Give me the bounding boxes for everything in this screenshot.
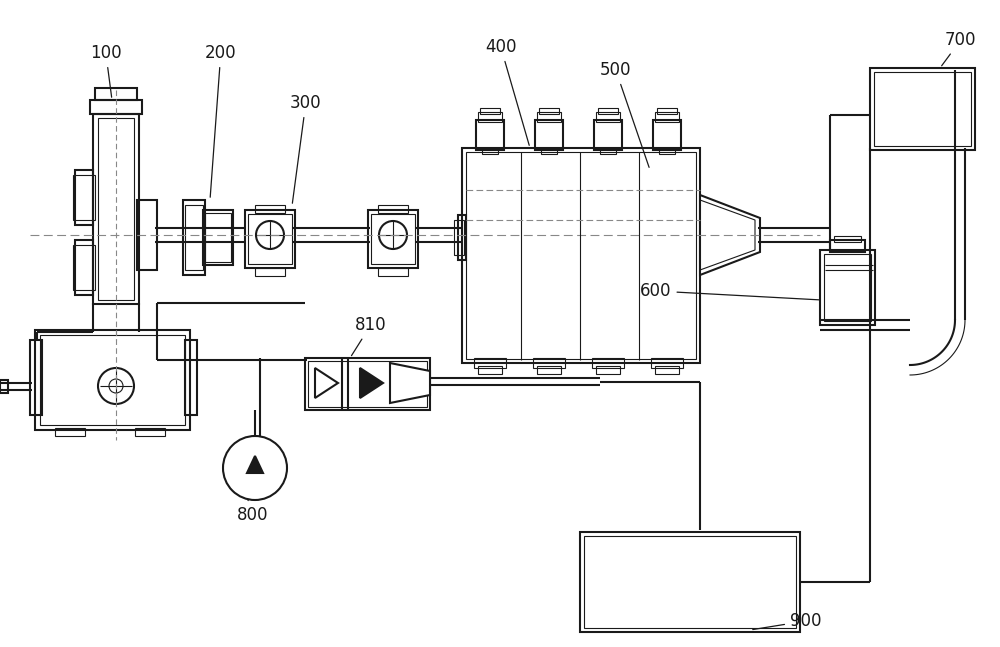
Bar xyxy=(308,361,427,407)
Bar xyxy=(454,220,464,255)
Bar xyxy=(651,358,683,368)
Bar xyxy=(535,120,563,150)
Bar xyxy=(596,366,620,374)
Text: 600: 600 xyxy=(640,282,819,300)
Bar xyxy=(93,114,139,304)
Bar xyxy=(655,112,679,122)
Circle shape xyxy=(256,221,284,249)
Bar xyxy=(185,340,197,415)
Text: 200: 200 xyxy=(205,44,237,197)
Bar xyxy=(137,200,157,270)
Bar xyxy=(537,112,561,122)
Circle shape xyxy=(223,436,287,500)
Bar xyxy=(600,148,616,154)
Bar xyxy=(55,428,85,436)
Bar xyxy=(474,358,506,368)
Bar xyxy=(657,108,677,114)
Bar xyxy=(480,108,500,114)
Bar xyxy=(255,205,285,213)
Bar xyxy=(135,428,165,436)
Text: 810: 810 xyxy=(351,316,387,356)
Bar xyxy=(596,112,620,122)
Bar xyxy=(478,366,502,374)
Bar xyxy=(659,148,675,154)
Text: 900: 900 xyxy=(753,612,822,630)
Bar xyxy=(30,340,42,415)
Bar xyxy=(75,170,93,225)
Bar xyxy=(0,380,8,393)
Bar xyxy=(95,88,137,100)
Text: 500: 500 xyxy=(600,61,649,168)
Bar xyxy=(98,118,134,300)
Bar xyxy=(75,240,93,295)
Polygon shape xyxy=(390,363,430,403)
Bar xyxy=(824,254,871,321)
Text: 400: 400 xyxy=(485,38,529,146)
Bar xyxy=(466,152,696,359)
Circle shape xyxy=(98,368,134,404)
Polygon shape xyxy=(700,195,760,275)
Polygon shape xyxy=(360,368,383,398)
Bar xyxy=(834,236,861,242)
Circle shape xyxy=(109,379,123,393)
Bar xyxy=(541,148,557,154)
Bar xyxy=(482,148,498,154)
Bar xyxy=(255,268,285,276)
Text: 300: 300 xyxy=(290,94,322,203)
Bar xyxy=(580,532,800,632)
Bar xyxy=(592,358,624,368)
Bar xyxy=(870,68,975,150)
Bar xyxy=(248,214,292,264)
Bar xyxy=(539,108,559,114)
Bar xyxy=(476,120,504,150)
Text: 100: 100 xyxy=(90,44,122,97)
Bar xyxy=(874,72,971,146)
Bar xyxy=(371,214,415,264)
Bar xyxy=(458,215,466,260)
Bar xyxy=(594,120,622,150)
Bar xyxy=(598,108,618,114)
Bar xyxy=(830,240,865,252)
Text: 700: 700 xyxy=(942,31,976,66)
Bar xyxy=(368,210,418,268)
Polygon shape xyxy=(247,456,263,473)
Bar xyxy=(35,330,190,430)
Bar xyxy=(378,205,408,213)
Bar xyxy=(40,335,185,425)
Circle shape xyxy=(379,221,407,249)
Text: 800: 800 xyxy=(237,500,268,524)
Bar xyxy=(73,175,95,220)
Bar xyxy=(245,210,295,268)
Bar xyxy=(584,536,796,628)
Bar xyxy=(820,250,875,325)
Bar xyxy=(653,120,681,150)
Bar xyxy=(462,148,700,363)
Bar xyxy=(305,358,430,410)
Bar xyxy=(183,200,205,275)
Bar xyxy=(655,366,679,374)
Bar xyxy=(478,112,502,122)
Bar xyxy=(537,366,561,374)
Bar xyxy=(203,210,233,265)
Bar xyxy=(73,245,95,290)
Bar xyxy=(205,213,231,262)
Bar xyxy=(378,268,408,276)
Bar xyxy=(533,358,565,368)
Bar xyxy=(90,100,142,114)
Bar xyxy=(185,205,203,270)
